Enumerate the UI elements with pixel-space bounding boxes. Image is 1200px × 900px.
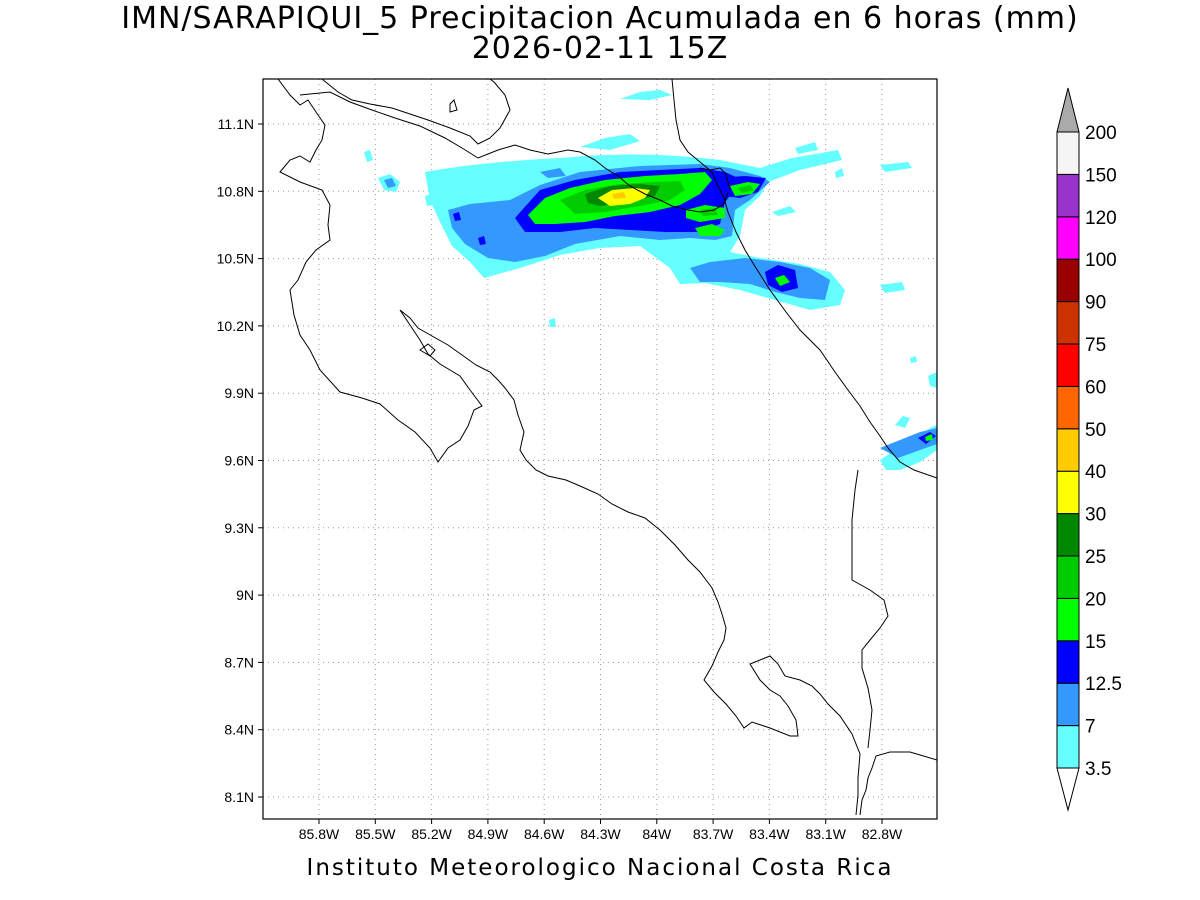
colorbar-swatch	[1056, 258, 1080, 303]
colorbar-level-label: 75	[1085, 335, 1106, 356]
lat-tick-label: 8.7N	[224, 654, 254, 670]
colorbar-swatch	[1056, 131, 1080, 175]
colorbar-level-label: 30	[1085, 505, 1106, 526]
lat-tick-label: 8.4N	[224, 722, 254, 738]
colorbar-swatch	[1056, 301, 1080, 345]
colorbar-swatch	[1056, 385, 1080, 430]
colorbar-level-label: 3.5	[1085, 759, 1111, 780]
colorbar-level-label: 20	[1085, 589, 1106, 610]
lon-tick-label: 83.7W	[693, 826, 734, 842]
colorbar-legend: 3.5 7 12.5 15 20 25 30 40 50 60 75 90 100 120 150 200	[1056, 87, 1122, 812]
map-title: IMN/SARAPIQUI_5 Precipitacion Acumulada …	[121, 1, 1079, 36]
colorbar-level-label: 40	[1085, 462, 1106, 483]
colorbar-top-arrow	[1056, 87, 1080, 133]
lon-tick-label: 84W	[642, 826, 672, 842]
lat-tick-label: 10.8N	[217, 183, 254, 199]
precipitation-field	[364, 90, 937, 470]
lon-tick-label: 83.1W	[805, 826, 846, 842]
colorbar-level-label: 120	[1085, 208, 1117, 229]
longitude-axis: 85.8W 85.5W 85.2W 84.9W 84.6W 84.3W 84W 83.7W 83…	[299, 819, 903, 842]
colorbar-level-label: 25	[1085, 547, 1106, 568]
lat-tick-label: 11.1N	[218, 116, 254, 132]
colorbar-bottom-arrow	[1056, 767, 1080, 812]
colorbar-level-label: 15	[1085, 632, 1106, 653]
map-subtitle-datetime: 2026-02-11 15Z	[471, 31, 729, 66]
colorbar-swatch	[1056, 555, 1080, 599]
latitude-axis: 11.1N 10.8N 10.5N 10.2N 9.9N 9.6N 9.3N 9N 8.7N 8.…	[217, 116, 263, 805]
colorbar-level-label: 12.5	[1085, 674, 1122, 695]
colorbar-swatch	[1056, 428, 1080, 472]
lon-tick-label: 84.9W	[468, 826, 509, 842]
lon-tick-label: 84.6W	[524, 826, 565, 842]
lon-tick-label: 85.2W	[411, 826, 452, 842]
colorbar-swatch	[1056, 597, 1080, 642]
lon-tick-label: 85.8W	[299, 826, 340, 842]
lon-tick-label: 85.5W	[355, 826, 396, 842]
colorbar-level-label: 150	[1085, 165, 1117, 186]
colorbar-level-label: 200	[1085, 123, 1117, 144]
coastlines-and-borders	[277, 79, 937, 816]
footer-credit: Instituto Meteorologico Nacional Costa R…	[306, 855, 894, 881]
colorbar-level-label: 100	[1085, 250, 1117, 271]
colorbar-level-label: 60	[1085, 377, 1106, 398]
lat-tick-label: 9N	[236, 587, 254, 603]
colorbar-swatch	[1056, 173, 1080, 218]
lon-tick-label: 82.8W	[862, 826, 903, 842]
lat-tick-label: 9.9N	[224, 385, 254, 401]
colorbar-swatch	[1056, 216, 1080, 260]
colorbar-swatch	[1056, 725, 1080, 769]
lat-tick-label: 9.3N	[224, 520, 254, 536]
colorbar-swatch	[1056, 640, 1080, 684]
colorbar-swatch	[1056, 343, 1080, 387]
colorbar-level-label: 50	[1085, 420, 1106, 441]
lat-tick-label: 9.6N	[224, 453, 254, 469]
lat-tick-label: 8.1N	[224, 789, 254, 805]
colorbar-swatch	[1056, 682, 1080, 727]
lat-tick-label: 10.2N	[217, 318, 254, 334]
colorbar-swatch	[1056, 470, 1080, 515]
lon-tick-label: 84.3W	[580, 826, 621, 842]
colorbar-level-label: 90	[1085, 293, 1106, 314]
lon-tick-label: 83.4W	[749, 826, 790, 842]
colorbar-swatch	[1056, 513, 1080, 557]
lat-tick-label: 10.5N	[217, 251, 254, 267]
colorbar-level-label: 7	[1085, 717, 1096, 738]
